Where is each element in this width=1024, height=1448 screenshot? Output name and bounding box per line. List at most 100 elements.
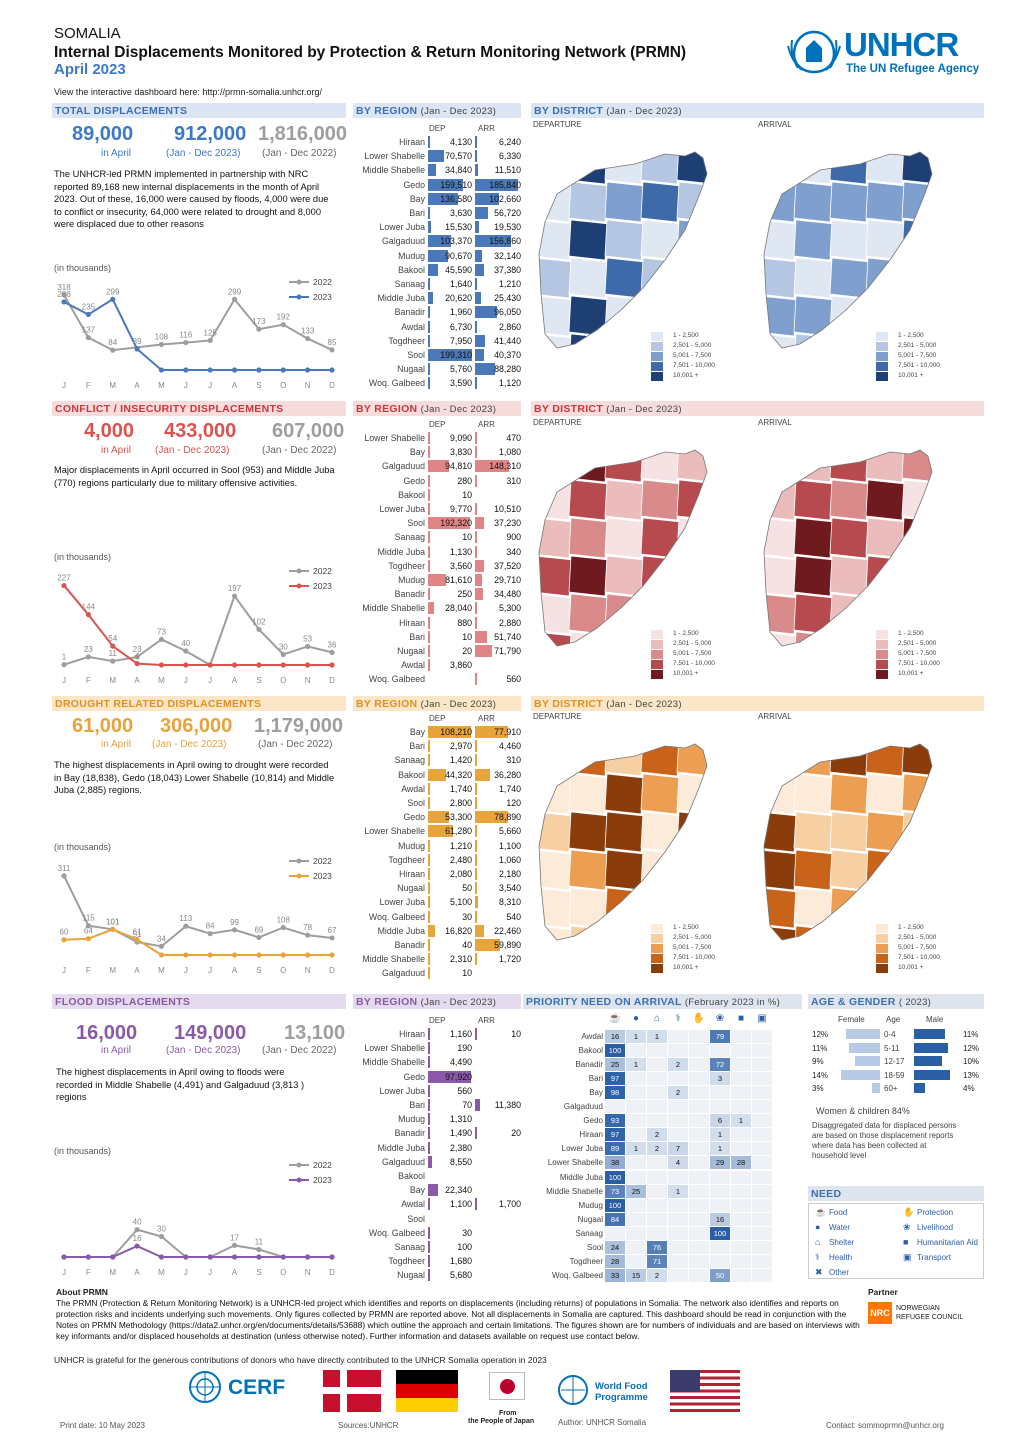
data-point [305, 335, 311, 342]
district-area [604, 925, 646, 940]
dep-bar [428, 896, 431, 909]
total-2023-value: 912,000 [174, 123, 247, 145]
priority-cell: 1 [710, 1128, 730, 1142]
data-point [85, 335, 91, 341]
district-area [764, 450, 799, 483]
priority-cell [752, 1100, 772, 1114]
legend-swatch [651, 352, 663, 361]
dep-bar [428, 740, 430, 753]
arr-value: 1,060 [498, 854, 521, 865]
dep-bar [428, 460, 449, 473]
x-tick-label: J [208, 966, 212, 975]
dep-bar [428, 797, 430, 809]
priority-cell [647, 1212, 667, 1226]
data-label: 116 [179, 331, 192, 340]
district-area [568, 925, 610, 940]
data-point [231, 296, 238, 302]
total-region-header: BY REGION (Jan - Dec 2023) [353, 103, 521, 118]
dep-bar [428, 178, 464, 191]
dep-value: 2,800 [449, 798, 472, 808]
priority-cell: 76 [647, 1240, 667, 1254]
data-point [158, 662, 165, 668]
priority-cell: 15 [626, 1268, 646, 1282]
contact[interactable]: Contact: sommoprmn@unhcr.org [826, 1421, 944, 1430]
legend-label: 5,001 - 7,500 [673, 650, 712, 657]
data-point [207, 337, 213, 344]
female-pct: 3% [812, 1084, 824, 1093]
priority-cell [626, 1156, 646, 1170]
region-label: Lower Juba [379, 897, 425, 908]
arr-value: 470 [506, 433, 521, 443]
data-label: 197 [228, 584, 242, 593]
arr-value: 185,840 [489, 179, 521, 190]
flood-region-bars: DEP ARR Hiraan 1,160 10 Lower Shabelle 190 Midd… [352, 1016, 522, 1286]
district-area [568, 744, 610, 777]
region-label: Togdheer [388, 854, 425, 865]
district-area [829, 333, 871, 348]
region-row: Lower Juba 560 [352, 1084, 522, 1098]
priority-region-label: Woq. Galbeed [552, 1270, 603, 1280]
district-area [640, 479, 682, 521]
conflict-april-value: 4,000 [84, 420, 135, 442]
chart-unit-label: (in thousands) [54, 263, 111, 273]
priority-cell: 1 [668, 1184, 688, 1198]
region-row: Bakool [352, 1170, 522, 1183]
dashboard-link[interactable]: View the interactive dashboard here: htt… [54, 87, 322, 97]
arr-value: 5,660 [498, 826, 521, 837]
priority-cell [689, 1170, 709, 1184]
about-title: About PRMN [56, 1287, 108, 1297]
arr-value: 40,370 [494, 350, 521, 360]
arr-value: 11,510 [494, 165, 521, 176]
dep-bar [428, 574, 446, 586]
district-area [764, 219, 799, 261]
dep-bar [428, 811, 450, 824]
series-line-2023 [63, 584, 332, 666]
district-area [640, 257, 682, 299]
region-label: Sanaag [394, 532, 425, 543]
x-tick-label: M [109, 676, 116, 685]
priority-cell [668, 1268, 688, 1282]
priority-region-label: Lower Juba [561, 1144, 603, 1154]
x-tick-label: O [280, 1268, 286, 1277]
priority-region-label: Sanaag [575, 1228, 603, 1238]
arr-value: 102,660 [489, 193, 521, 204]
priority-cell [731, 1030, 751, 1043]
district-area [764, 925, 799, 940]
arr-value: 2,880 [498, 617, 521, 628]
data-label: 102 [252, 617, 266, 626]
arr-bar [475, 150, 477, 163]
conflict-district-maps: DEPARTURE ARRIVAL 1 - 2,500 2,501 - 5,000 5,… [531, 418, 984, 690]
dep-value: 97,920 [445, 1071, 472, 1082]
region-row: Bay 108,210 77,910 [352, 726, 522, 739]
denmark-flag [323, 1370, 381, 1412]
legend-label-2023: 2023 [313, 871, 332, 881]
priority-region-label: Galgaduud [563, 1102, 603, 1112]
arr-bar [475, 768, 491, 781]
total-description: The UNHCR-led PRMN implemented in partne… [54, 169, 329, 229]
dep-bar [428, 235, 451, 248]
dep-bar [428, 446, 430, 459]
arr-bar [475, 377, 477, 390]
male-bar [914, 1029, 945, 1039]
region-row: Lower Juba 9,770 10,510 [352, 503, 522, 516]
legend-label-2023: 2023 [313, 292, 332, 302]
district-area [865, 517, 907, 559]
region-label: Middle Shabelle [362, 1057, 425, 1068]
legend-label: 7,501 - 10,000 [898, 954, 940, 961]
district-area [604, 811, 646, 853]
dep-bar [428, 588, 430, 601]
district-area [640, 450, 682, 483]
region-label: Bari [409, 1100, 425, 1110]
region-row: Banadir 250 34,480 [352, 588, 522, 601]
priority-cell [668, 1072, 688, 1086]
age-note: Disaggregated data for displaced persons… [812, 1121, 957, 1160]
district-area [901, 773, 932, 815]
age-gender-chart: Female Age Male 12% 0-4 11% 11% 5-11 12% 9% 12-17 1… [808, 1013, 984, 1178]
region-label: Middle Shabelle [362, 165, 425, 176]
district-area [865, 773, 907, 815]
priority-region-label: Sool [586, 1242, 603, 1252]
arr-value: 148,310 [489, 461, 521, 472]
dep-value: 1,740 [449, 783, 472, 794]
dep-value: 10 [462, 631, 472, 642]
priority-cell: 84 [605, 1212, 625, 1226]
